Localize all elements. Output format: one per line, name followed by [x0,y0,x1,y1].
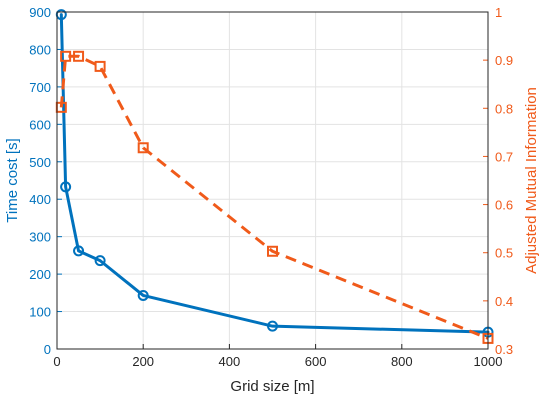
time-cost-point [267,320,278,332]
x-tick-label: 1000 [474,354,503,369]
left-tick-label: 300 [29,230,51,245]
time-cost-line [59,13,490,334]
left-tick-label: 200 [29,267,51,282]
time-cost-point [94,255,106,267]
x-tick-label: 0 [53,354,60,369]
right-tick-label: 1 [495,5,502,20]
left-tick-label: 800 [29,42,51,57]
right-tick-label: 0.4 [495,294,513,309]
right-tick-label: 0.9 [495,53,513,68]
left-tick-label: 500 [29,155,51,170]
left-tick-label: 400 [29,192,51,207]
x-tick-label: 600 [305,354,327,369]
left-tick-label: 600 [29,117,51,132]
ami-line [59,54,489,340]
left-tick-label: 100 [29,305,51,320]
x-axis: 0 200 400 600 800 1000 [53,344,502,369]
time-cost-point [73,245,85,257]
right-tick-label: 0.6 [495,198,513,213]
x-tick-label: 800 [391,354,413,369]
ami-point [73,50,85,62]
time-cost-point [137,289,149,301]
left-tick-label: 0 [44,342,51,357]
time-cost-point [60,181,72,193]
series-layer [55,9,494,344]
right-axis-label: Adjusted Mutual Information [523,87,540,274]
left-axis-label: Time cost [s] [4,138,21,222]
grid [56,11,489,350]
right-tick-label: 0.8 [495,101,513,116]
right-tick-label: 0.7 [495,149,513,164]
x-tick-label: 200 [132,354,154,369]
ami-point [137,142,149,154]
plot-frame [56,11,489,350]
ami-point [267,245,278,257]
x-axis-label: Grid size [m] [230,378,314,395]
ami-point [94,60,106,72]
x-tick-label: 400 [219,354,241,369]
left-tick-label: 700 [29,80,51,95]
left-tick-label: 900 [29,5,51,20]
right-tick-label: 0.5 [495,246,513,261]
right-tick-label: 0.3 [495,342,513,357]
ami-point [60,50,72,62]
